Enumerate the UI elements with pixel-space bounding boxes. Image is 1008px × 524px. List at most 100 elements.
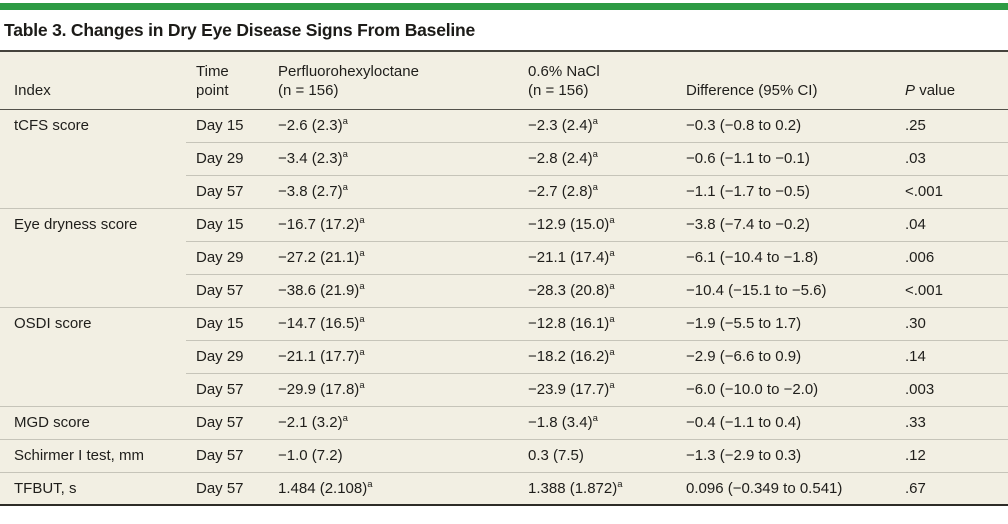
time-point-cell: Day 57 (186, 471, 278, 505)
col-header-time-point: Time point (186, 52, 278, 110)
col-header-nacl: 0.6% NaCl (n = 156) (528, 52, 686, 110)
footnote-marker: a (617, 478, 623, 490)
header-row: Index Time point Perfluorohexyloctane (n =… (0, 52, 1008, 110)
time-point-cell: Day 15 (186, 306, 278, 340)
index-cell (0, 142, 186, 175)
row-eye-dryness-day15: Eye dryness score Day 15 −16.7 (17.2)a −… (0, 207, 1008, 241)
footnote-marker: a (609, 248, 615, 259)
footnote-marker: a (609, 347, 615, 358)
index-cell (0, 373, 186, 406)
index-cell (0, 175, 186, 208)
footnote-marker: a (342, 116, 348, 127)
difference-cell: −0.3 (−0.8 to 0.2) (686, 117, 802, 134)
difference-cell: −1.3 (−2.9 to 0.3) (686, 438, 905, 472)
p-value-cell: .25 (905, 117, 926, 134)
title-rule (0, 50, 1008, 52)
difference-cell: −1.9 (−5.5 to 1.7) (686, 306, 905, 340)
perfluorohexyloctane-cell: −3.8 (2.7)a (278, 174, 528, 208)
row-eye-dryness-day57: Day 57 −38.6 (21.9)a −28.3 (20.8)a −10.4… (0, 273, 1008, 307)
col-header-perfluorohexyloctane: Perfluorohexyloctane (n = 156) (278, 52, 528, 110)
difference-cell: −1.1 (−1.7 to −0.5) (686, 174, 905, 208)
footnote-marker: a (359, 215, 365, 226)
perfluorohexyloctane-cell: −16.7 (17.2)a (278, 207, 528, 241)
perfluorohexyloctane-cell: −38.6 (21.9)a (278, 273, 528, 307)
footnote-marker: a (592, 149, 598, 160)
nacl-cell: −12.8 (16.1)a (528, 306, 686, 340)
time-point-cell: Day 57 (186, 372, 278, 406)
row-osdi-day29: Day 29 −21.1 (17.7)a −18.2 (16.2)a −2.9 … (0, 339, 1008, 373)
p-value-cell: .30 (905, 306, 1008, 340)
time-point-cell: Day 29 (186, 339, 278, 373)
time-point-cell: Day 57 (186, 405, 278, 439)
nacl-cell: 0.3 (7.5) (528, 438, 686, 472)
perfluorohexyloctane-cell: −29.9 (17.8)a (278, 372, 528, 406)
footnote-marker: a (359, 380, 365, 391)
footnote-marker: a (359, 248, 365, 259)
table-header: Index Time point Perfluorohexyloctane (n =… (0, 52, 1008, 110)
p-value-cell: .67 (905, 471, 1008, 505)
footnote-marker: a (359, 281, 365, 292)
difference-cell: −0.4 (−1.1 to 0.4) (686, 405, 905, 439)
difference-cell: −6.1 (−10.4 to −1.8) (686, 240, 905, 274)
nacl-cell: −2.3 (2.4)a (528, 116, 598, 134)
p-value-cell: .03 (905, 141, 1008, 175)
difference-cell: −6.0 (−10.0 to −2.0) (686, 372, 905, 406)
row-eye-dryness-day29: Day 29 −27.2 (21.1)a −21.1 (17.4)a −6.1 … (0, 240, 1008, 274)
perfluorohexyloctane-cell: −1.0 (7.2) (278, 438, 528, 472)
index-cell: Schirmer I test, mm (0, 438, 186, 472)
index-cell: TFBUT, s (0, 471, 186, 505)
perfluorohexyloctane-cell: −2.1 (3.2)a (278, 405, 528, 439)
col-header-difference: Difference (95% CI) (686, 52, 905, 110)
nacl-cell: −28.3 (20.8)a (528, 273, 686, 307)
footnote-marker: a (342, 182, 348, 193)
time-point-cell: Day 57 (186, 174, 278, 208)
perfluorohexyloctane-cell: −21.1 (17.7)a (278, 339, 528, 373)
footnote-marker: a (592, 413, 598, 424)
time-point-cell: Day 15 (196, 117, 244, 134)
footnote-marker: a (609, 281, 615, 292)
nacl-cell: −21.1 (17.4)a (528, 240, 686, 274)
difference-cell: −3.8 (−7.4 to −0.2) (686, 207, 905, 241)
table-body: tCFS score Day 15 −2.6 (2.3)a −2.3 (2.4)… (0, 109, 1008, 505)
time-point-cell: Day 57 (186, 273, 278, 307)
p-value-cell: <.001 (905, 174, 1008, 208)
footnote-marker: a (609, 314, 615, 325)
index-cell: Eye dryness score (0, 207, 186, 241)
index-cell (0, 340, 186, 373)
row-mgd-day57: MGD score Day 57 −2.1 (3.2)a −1.8 (3.4)a… (0, 405, 1008, 439)
time-point-cell: Day 15 (186, 207, 278, 241)
row-tcfs-day29: Day 29 −3.4 (2.3)a −2.8 (2.4)a −0.6 (−1.… (0, 141, 1008, 175)
footnote-marker: a (342, 149, 348, 160)
perfluorohexyloctane-cell: 1.484 (2.108)a (278, 471, 528, 505)
difference-cell: 0.096 (−0.349 to 0.541) (686, 471, 905, 505)
row-osdi-day57: Day 57 −29.9 (17.8)a −23.9 (17.7)a −6.0 … (0, 372, 1008, 406)
dry-eye-signs-table: Index Time point Perfluorohexyloctane (n =… (0, 52, 1008, 506)
col-header-p-value: P value (905, 52, 1008, 110)
index-cell (0, 274, 186, 307)
footnote-marker: a (342, 413, 348, 424)
perfluorohexyloctane-cell: −14.7 (16.5)a (278, 306, 528, 340)
col-header-index: Index (0, 52, 186, 110)
accent-bar (0, 3, 1008, 10)
row-schirmer-day57: Schirmer I test, mm Day 57 −1.0 (7.2) 0.… (0, 438, 1008, 472)
perfluorohexyloctane-cell: −27.2 (21.1)a (278, 240, 528, 274)
p-value-cell: .14 (905, 339, 1008, 373)
time-point-cell: Day 29 (186, 141, 278, 175)
index-cell (0, 241, 186, 274)
difference-cell: −10.4 (−15.1 to −5.6) (686, 273, 905, 307)
index-cell: MGD score (0, 405, 186, 439)
table-title: Table 3. Changes in Dry Eye Disease Sign… (4, 20, 476, 40)
p-value-cell: .33 (905, 405, 1008, 439)
index-cell: tCFS score (14, 117, 90, 135)
footnote-marker: a (592, 182, 598, 193)
time-point-cell: Day 29 (186, 240, 278, 274)
p-value-cell: .003 (905, 372, 1008, 406)
nacl-cell: −12.9 (15.0)a (528, 207, 686, 241)
time-point-cell: Day 57 (186, 438, 278, 472)
nacl-cell: −23.9 (17.7)a (528, 372, 686, 406)
footnote-marker: a (609, 380, 615, 391)
nacl-cell: 1.388 (1.872)a (528, 471, 686, 505)
nacl-cell: −18.2 (16.2)a (528, 339, 686, 373)
footnote-marker: a (359, 347, 365, 358)
row-tcfs-day15: tCFS score Day 15 −2.6 (2.3)a −2.3 (2.4)… (0, 109, 1008, 142)
